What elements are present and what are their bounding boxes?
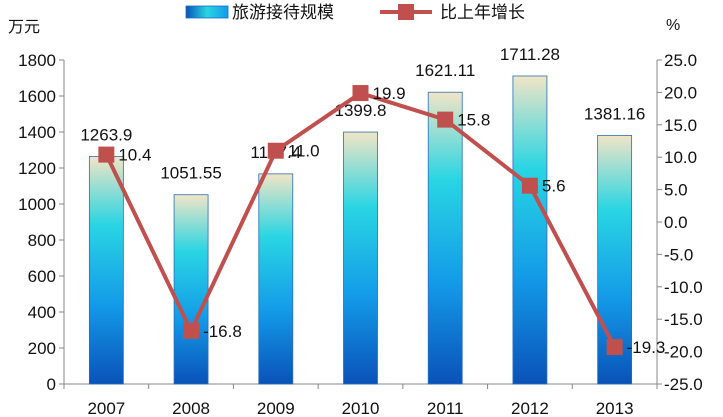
- y-left-tick-label: 400: [28, 303, 56, 322]
- bar-data-label: 1399.8: [335, 101, 387, 120]
- bar: [173, 194, 209, 385]
- y-right-tick-label: -5.0: [664, 245, 693, 264]
- y-left-tick-label: 200: [28, 339, 56, 358]
- y-right-tick-label: -15.0: [664, 310, 703, 329]
- y-left-tick-label: 1400: [18, 123, 56, 142]
- y-right-tick-label: 0.0: [664, 213, 688, 232]
- growth-marker: [437, 111, 454, 128]
- legend-label-line: 比上年增长: [440, 3, 525, 22]
- growth-data-label: 19.9: [373, 84, 406, 103]
- y-right-tick-label: 15.0: [664, 116, 697, 135]
- x-tick-label: 2011: [427, 399, 464, 417]
- y-left-tick-label: 1200: [18, 159, 56, 178]
- growth-marker: [183, 322, 200, 339]
- x-tick-label: 2007: [87, 399, 125, 417]
- growth-marker: [521, 177, 538, 194]
- growth-data-label: 5.6: [542, 177, 566, 196]
- y-left-tick-label: 1800: [18, 51, 56, 70]
- y-right-tick-label: 20.0: [664, 83, 697, 102]
- growth-data-label: 10.4: [118, 146, 151, 165]
- y-right-tick-label: -25.0: [664, 375, 703, 394]
- bar-data-label: 1263.9: [80, 125, 132, 144]
- y-right-tick-label: -20.0: [664, 343, 703, 362]
- y-left-tick-label: 1600: [18, 87, 56, 106]
- bar: [512, 75, 548, 385]
- x-tick-label: 2013: [596, 399, 634, 417]
- bar: [258, 173, 294, 385]
- y-right-unit: %: [666, 17, 680, 34]
- bar: [88, 156, 124, 385]
- y-right-tick-label: 25.0: [664, 51, 697, 70]
- growth-data-label: -16.8: [203, 322, 242, 341]
- bar-data-label: 1621.11: [415, 61, 475, 80]
- growth-data-label: 11.0: [288, 142, 320, 161]
- x-tick-label: 2010: [342, 399, 380, 417]
- bar-data-label: 1381.16: [584, 104, 645, 123]
- axes: 0 200 400 600 800 1000 1200 1400 1600 1800 -25.0 -2…: [18, 51, 703, 417]
- bar-series: [88, 75, 633, 385]
- legend-swatch-bar: [185, 5, 229, 19]
- x-tick-label: 2008: [172, 399, 210, 417]
- legend-swatch-marker: [398, 4, 414, 20]
- bar-data-labels: 1263.91051.551167.41399.81621.111711.281…: [80, 45, 645, 183]
- growth-data-label: 15.8: [457, 111, 490, 130]
- y-left-tick-label: 600: [28, 267, 56, 286]
- bar-data-label: 1051.55: [160, 164, 221, 183]
- legend-label-bar: 旅游接待规模: [232, 3, 334, 22]
- bar: [343, 131, 378, 385]
- line-series: [98, 85, 623, 356]
- line-data-labels: 10.4 -16.8 11.0 19.9 15.8 5.6 -19.3: [118, 84, 665, 357]
- x-tick-label: 2012: [511, 399, 549, 417]
- y-left-tick-label: 0: [47, 375, 56, 394]
- x-tick-label: 2009: [257, 399, 295, 417]
- y-right-tick-label: 10.0: [664, 148, 697, 167]
- legend: 旅游接待规模 比上年增长: [185, 3, 525, 22]
- bar-data-label: 1711.28: [500, 45, 560, 64]
- y-right-tick-label: -10.0: [664, 278, 703, 297]
- growth-marker: [267, 142, 284, 159]
- growth-marker: [606, 339, 623, 356]
- growth-data-label: -19.3: [627, 338, 666, 357]
- y-left-tick-label: 1000: [18, 195, 56, 214]
- bar: [427, 91, 463, 385]
- y-left-unit: 万元: [8, 19, 40, 36]
- growth-marker: [352, 85, 369, 102]
- y-left-tick-label: 800: [28, 231, 56, 250]
- y-right-tick-label: 5.0: [664, 181, 688, 200]
- growth-marker: [98, 146, 115, 163]
